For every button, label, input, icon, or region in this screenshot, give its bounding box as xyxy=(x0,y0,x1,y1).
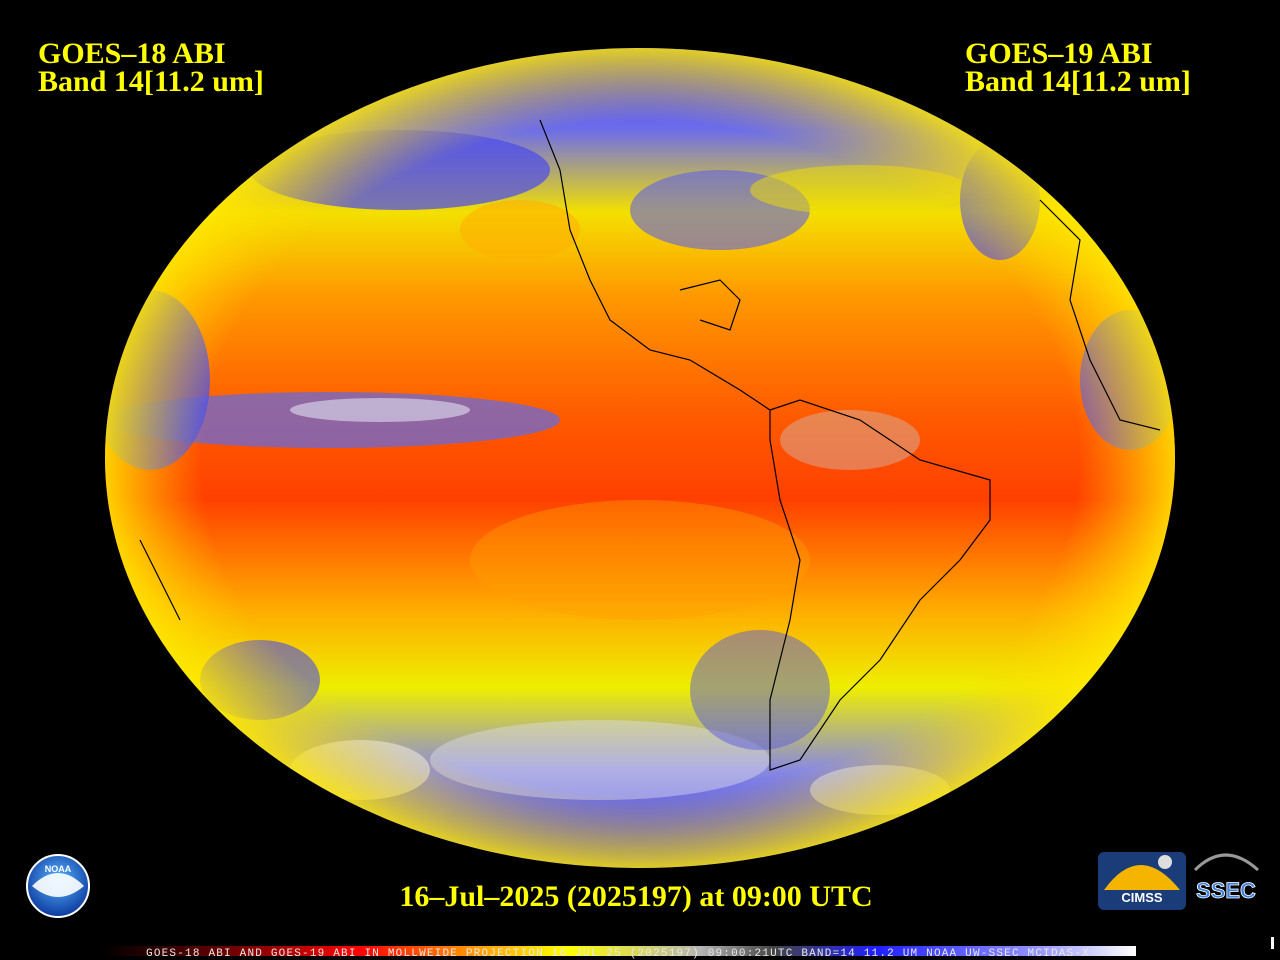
footer-caption: GOES-18 ABI AND GOES-19 ABI IN MOLLWEIDE… xyxy=(146,948,1090,960)
noaa-logo: NOAA xyxy=(26,854,90,918)
cimss-logo: CIMSS xyxy=(1098,852,1186,910)
limb xyxy=(105,48,1175,868)
color-bar: GOES-18 ABI AND GOES-19 ABI IN MOLLWEIDE… xyxy=(100,937,1274,960)
coastlines xyxy=(139,119,1161,771)
right-satellite: GOES–19 ABI xyxy=(965,37,1153,70)
noaa-text: NOAA xyxy=(45,864,72,874)
left-band: Band 14[11.2 um] xyxy=(38,65,264,98)
ssec-text: SSEC xyxy=(1196,878,1256,903)
left-satellite: GOES–18 ABI xyxy=(38,37,226,70)
right-band: Band 14[11.2 um] xyxy=(965,65,1191,98)
globe xyxy=(105,48,1175,868)
timestamp: 16–Jul–2025 (2025197) at 09:00 UTC xyxy=(399,880,872,913)
cimss-text: CIMSS xyxy=(1121,890,1163,905)
marker xyxy=(1271,937,1274,949)
color-scale xyxy=(100,946,1136,956)
ssec-logo: SSEC xyxy=(1193,853,1260,903)
